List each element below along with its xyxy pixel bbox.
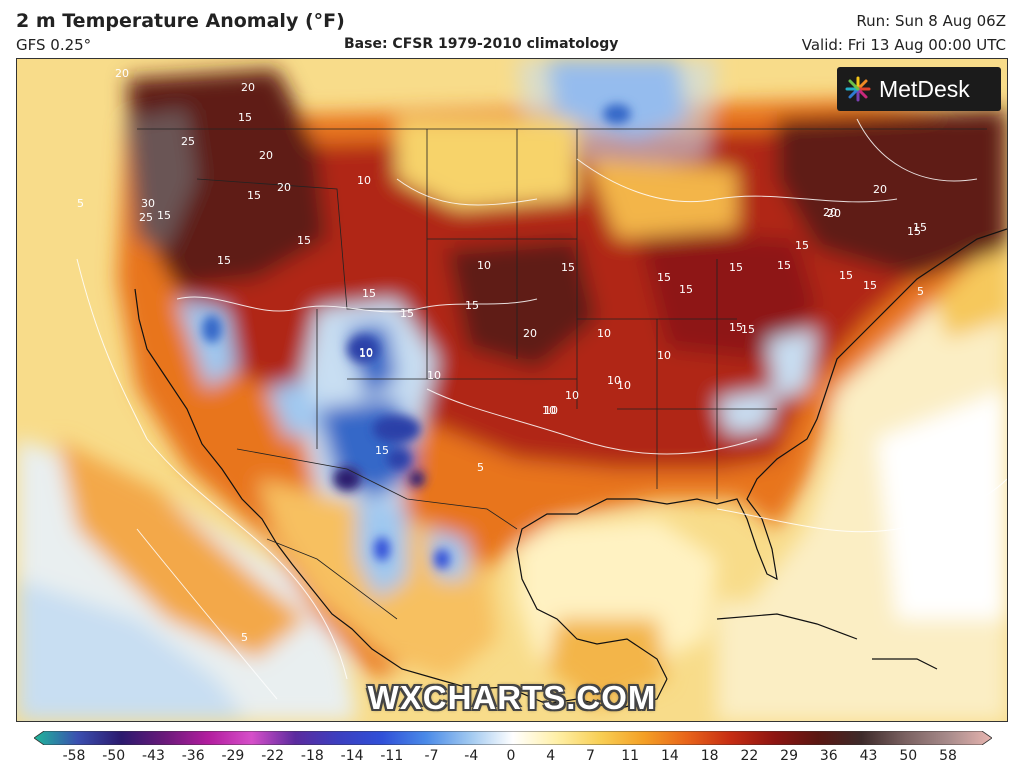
contour-label: 10 — [427, 369, 441, 382]
contour-label: 15 — [375, 444, 389, 457]
contour-label: 10 — [542, 404, 556, 417]
contour-label: 15 — [741, 323, 755, 336]
contour-label: 10 — [544, 404, 558, 417]
contour-label: 20 — [259, 149, 273, 162]
colorbar-tick-label: -22 — [261, 748, 285, 764]
contour-label: 10 — [617, 379, 631, 392]
contour-label: 10 — [359, 347, 373, 360]
contour-label: 10 — [359, 346, 373, 359]
contour-label: 15 — [238, 111, 252, 124]
contour-label: 10 — [597, 327, 611, 340]
colorbar-tick-label: -4 — [464, 748, 479, 764]
contour-label: 15 — [362, 287, 376, 300]
colorbar-tick-label: 58 — [939, 748, 957, 764]
contour-label: 10 — [477, 259, 491, 272]
contour-label: 15 — [729, 321, 743, 334]
contour-label: 15 — [907, 225, 921, 238]
contour-label: 15 — [561, 261, 575, 274]
contour-label: 15 — [657, 271, 671, 284]
valid-time-label: Valid: Fri 13 Aug 00:00 UTC — [801, 36, 1006, 54]
colorbar-tick-label: 50 — [899, 748, 918, 764]
colorbar-tick-label: 36 — [819, 748, 838, 764]
metdesk-logo: MetDesk — [837, 67, 1001, 111]
contour-label: 15 — [913, 221, 927, 234]
contour-label: 15 — [465, 299, 479, 312]
contour-label: 10 — [607, 374, 621, 387]
colorbar-tick-label: 11 — [621, 748, 640, 764]
blue-cores — [202, 104, 631, 569]
contour-label: 15 — [839, 269, 853, 282]
contour-label: 5 — [77, 197, 84, 210]
contour-label: 15 — [863, 279, 877, 292]
colorbar-tick-label: -7 — [424, 748, 439, 764]
contour-label: 15 — [777, 259, 791, 272]
colorbar-tick-label: -14 — [340, 748, 364, 764]
metdesk-logo-text: MetDesk — [879, 75, 970, 102]
model-label: GFS 0.25° — [16, 36, 92, 54]
anomaly-map: 20 25 20 15 20 30 15 15 20 25 15 15 10 1… — [16, 58, 1008, 722]
wxcharts-watermark: WXCHARTS.COM — [367, 679, 657, 716]
colorbar-tick-label: -18 — [300, 748, 324, 764]
contour-label: 5 — [917, 285, 924, 298]
colorbar — [34, 731, 992, 745]
contour-lines — [76, 118, 1007, 700]
contour-label: 25 — [139, 211, 153, 224]
colorbar-tick-label: 7 — [585, 748, 595, 764]
map-canvas: 20 25 20 15 20 30 15 15 20 25 15 15 10 1… — [17, 59, 1007, 721]
contour-label: 5 — [477, 461, 484, 474]
anomaly-field — [17, 59, 1007, 721]
colorbar-ticks: -58 -50 -43 -36 -29 -22 -18 -14 -11 -7 -4 0 4 7 11 14 18… — [0, 748, 1024, 772]
contour-label: 15 — [795, 239, 809, 252]
metdesk-starburst-icon — [845, 76, 871, 102]
contour-label: 15 — [729, 261, 743, 274]
colorbar-tick-label: -29 — [221, 748, 245, 764]
colorbar-tick-label: -11 — [380, 748, 404, 764]
contour-label: 15 — [247, 189, 261, 202]
contour-label: 20 — [523, 327, 537, 340]
base-climatology-label: Base: CFSR 1979-2010 climatology — [344, 36, 619, 52]
contour-label: 15 — [157, 209, 171, 222]
colorbar-tick-label: 18 — [700, 748, 719, 764]
contour-label: 10 — [565, 389, 579, 402]
contour-label: 15 — [400, 307, 414, 320]
contour-label: 30 — [141, 197, 155, 210]
contour-label: 25 — [181, 135, 195, 148]
contour-label: 20 — [823, 206, 837, 219]
run-time-label: Run: Sun 8 Aug 06Z — [856, 12, 1006, 30]
contour-label: 10 — [657, 349, 671, 362]
colorbar-tick-label: 14 — [660, 748, 679, 764]
contour-label: 20 — [241, 81, 255, 94]
contour-labels: 20 25 20 15 20 30 15 15 20 25 15 15 10 1… — [77, 67, 927, 644]
state-borders — [137, 128, 987, 620]
colorbar-tick-label: 43 — [859, 748, 878, 764]
colorbar-tick-label: 22 — [740, 748, 759, 764]
colorbar-tick-label: -43 — [142, 748, 165, 764]
contour-label: 15 — [217, 254, 231, 267]
contour-label: 20 — [277, 181, 291, 194]
contour-label: 10 — [357, 174, 371, 187]
contour-label: 15 — [297, 234, 311, 247]
chart-title: 2 m Temperature Anomaly (°F) — [16, 10, 345, 32]
coastlines — [134, 228, 1007, 710]
contour-label: 15 — [679, 283, 693, 296]
colorbar-tick-label: -50 — [102, 748, 126, 764]
colorbar-tick-label: -58 — [62, 748, 86, 764]
colorbar-tick-label: 4 — [546, 748, 556, 764]
colorbar-tick-label: 0 — [506, 748, 516, 764]
contour-label: 5 — [241, 631, 248, 644]
colorbar-tick-label: 29 — [780, 748, 798, 764]
contour-label: 20 — [873, 183, 887, 196]
contour-label: 20 — [115, 67, 129, 80]
contour-label: 20 — [827, 207, 841, 220]
colorbar-tick-label: -36 — [181, 748, 205, 764]
